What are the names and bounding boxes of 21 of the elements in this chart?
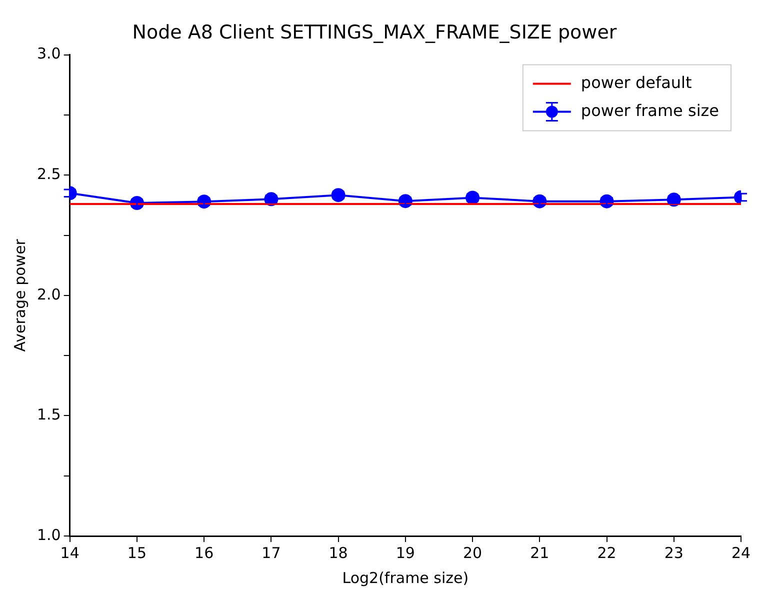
x-tick-label: 16: [194, 544, 214, 562]
x-tick-label: 23: [664, 544, 684, 562]
y-axis-title: Average power: [10, 238, 29, 352]
y-tick-label: 3.0: [36, 44, 61, 63]
x-tick-label: 15: [127, 544, 147, 562]
legend-label: power frame size: [580, 100, 719, 120]
x-tick-label: 20: [462, 544, 482, 562]
legend-label: power default: [580, 72, 692, 92]
x-tick-label: 24: [731, 544, 751, 562]
x-tick-label: 14: [60, 544, 80, 562]
chart-title: Node A8 Client SETTINGS_MAX_FRAME_SIZE power: [132, 21, 617, 44]
x-tick-label: 22: [597, 544, 616, 562]
y-tick-label: 1.0: [36, 526, 61, 544]
y-tick-label: 1.5: [36, 406, 61, 424]
x-tick-label: 19: [396, 544, 415, 562]
x-tick-label: 21: [530, 544, 550, 562]
y-tick-label: 2.0: [36, 285, 61, 304]
x-tick-label: 17: [262, 544, 281, 562]
x-tick-label: 18: [328, 544, 348, 562]
x-axis-title: Log2(frame size): [342, 568, 469, 587]
y-tick-label: 2.5: [36, 164, 61, 183]
